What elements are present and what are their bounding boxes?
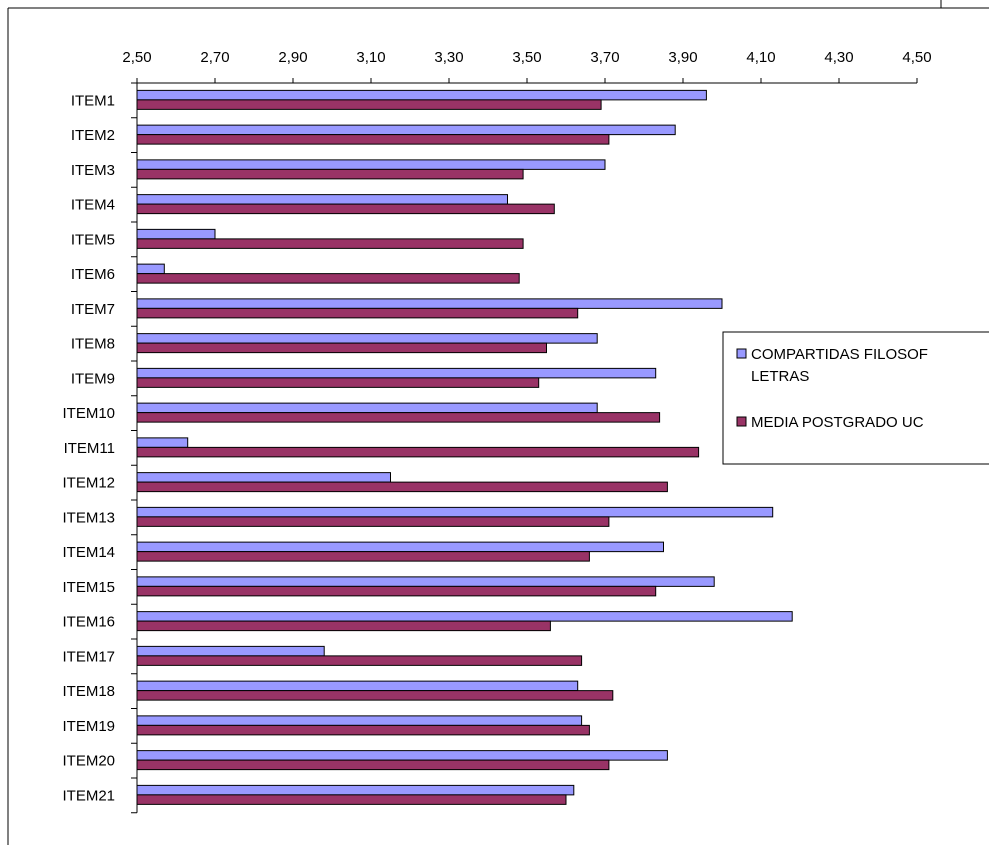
bar-compartidas-item6	[136, 263, 165, 275]
bar-compartidas-item8	[136, 333, 598, 344]
x-tick-label: 3,50	[512, 49, 541, 66]
bar-media-item15	[136, 585, 657, 597]
x-tick-label: 2,90	[278, 49, 307, 66]
x-tick-label: 3,10	[356, 49, 385, 66]
x-tick-label: 4,30	[824, 49, 853, 66]
bar-compartidas-item17	[136, 645, 325, 657]
bar-media-item1	[136, 99, 602, 110]
category-label: ITEM12	[62, 475, 115, 492]
legend-label: LETRAS	[751, 368, 809, 385]
bar-media-item10	[136, 412, 661, 423]
category-label: ITEM2	[71, 127, 115, 144]
bar-compartidas-item18	[136, 680, 579, 692]
category-label: ITEM14	[62, 544, 115, 561]
legend-label: MEDIA POSTGRADO UC	[751, 414, 924, 431]
legend-swatch-media	[736, 416, 747, 427]
category-label: ITEM16	[62, 614, 115, 631]
bar-compartidas-item5	[136, 228, 216, 240]
bar-compartidas-item1	[136, 89, 707, 101]
bar-compartidas-item19	[136, 715, 583, 726]
category-label: ITEM9	[71, 370, 115, 387]
bar-compartidas-item2	[136, 124, 676, 136]
bar-media-item9	[136, 377, 540, 388]
category-label: ITEM10	[62, 405, 115, 422]
category-label: ITEM3	[71, 162, 115, 179]
bar-compartidas-item11	[136, 437, 189, 448]
x-tick-label: 3,70	[590, 49, 619, 66]
bar-media-item18	[136, 690, 614, 701]
bar-compartidas-item7	[136, 298, 723, 309]
bar-media-item14	[136, 551, 590, 562]
category-label: ITEM11	[64, 440, 115, 457]
bar-compartidas-item12	[136, 472, 391, 483]
bar-compartidas-item9	[136, 367, 657, 379]
bar-media-item11	[136, 446, 700, 458]
category-label: ITEM1	[71, 92, 115, 109]
category-label: ITEM6	[71, 266, 115, 283]
bar-media-item7	[136, 307, 579, 319]
bar-compartidas-item21	[136, 784, 575, 796]
bar-compartidas-item4	[136, 194, 508, 205]
bar-media-item5	[136, 238, 524, 249]
category-label: ITEM15	[62, 579, 115, 596]
bar-media-item13	[136, 516, 610, 527]
bar-compartidas-item15	[136, 576, 715, 587]
category-label: ITEM20	[62, 753, 115, 770]
bar-media-item12	[136, 481, 668, 493]
x-tick-label: 2,70	[200, 49, 229, 66]
x-tick-label: 4,50	[902, 49, 931, 66]
bar-media-item4	[136, 203, 555, 215]
bar-media-item8	[136, 342, 547, 354]
category-label: ITEM8	[71, 336, 115, 353]
legend-swatch-compartidas	[736, 348, 747, 359]
bar-compartidas-item16	[136, 611, 793, 622]
bar-compartidas-item13	[136, 506, 774, 518]
x-tick-label: 3,30	[434, 49, 463, 66]
category-label: ITEM7	[71, 301, 115, 318]
legend-label: COMPARTIDAS FILOSOF	[751, 346, 928, 363]
bar-media-item19	[136, 724, 590, 736]
bar-media-item16	[136, 620, 551, 632]
category-label: ITEM17	[62, 648, 115, 665]
category-label: ITEM4	[71, 197, 115, 214]
bar-media-item2	[136, 134, 610, 145]
x-tick-label: 3,90	[668, 49, 697, 66]
category-label: ITEM18	[62, 683, 115, 700]
x-tick-label: 4,10	[746, 49, 775, 66]
bar-compartidas-item10	[136, 402, 598, 414]
legend-box	[722, 331, 989, 465]
x-tick-label: 2,50	[122, 49, 151, 66]
bar-compartidas-item20	[136, 750, 668, 761]
bar-media-item6	[136, 273, 520, 284]
bar-media-item21	[136, 794, 567, 805]
category-label: ITEM19	[62, 718, 115, 735]
bar-compartidas-item3	[136, 159, 606, 170]
category-label: ITEM13	[62, 509, 115, 526]
bar-compartidas-item14	[136, 541, 664, 553]
bar-media-item17	[136, 655, 583, 666]
bar-media-item3	[136, 168, 524, 180]
category-label: ITEM5	[71, 231, 115, 248]
category-label: ITEM21	[62, 787, 115, 804]
bar-media-item20	[136, 759, 610, 771]
